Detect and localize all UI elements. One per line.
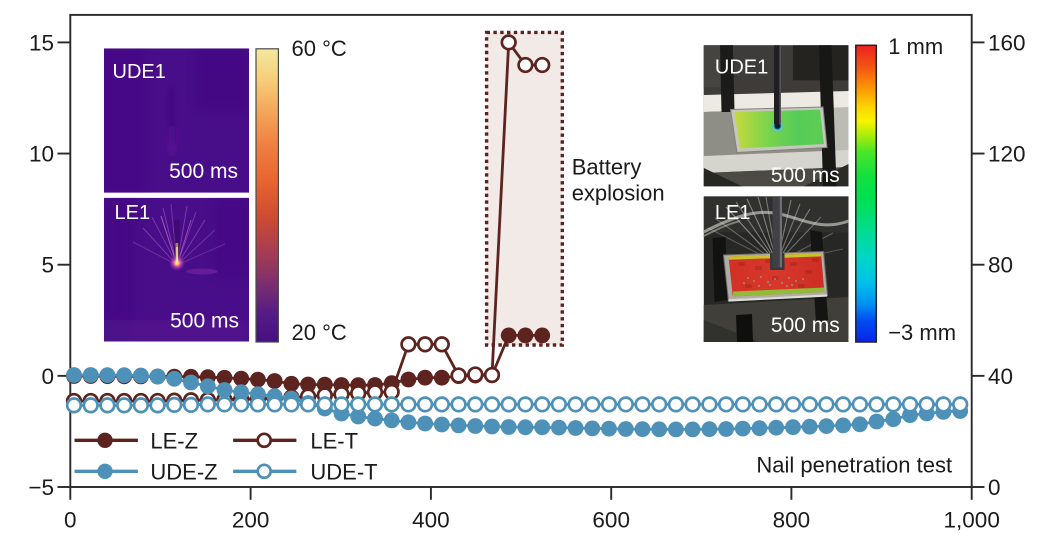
- svg-text:1,000: 1,000: [944, 508, 1000, 533]
- svg-text:UDE-Z: UDE-Z: [150, 459, 217, 484]
- svg-text:LE1: LE1: [115, 202, 151, 224]
- svg-text:400: 400: [412, 508, 450, 533]
- svg-text:500 ms: 500 ms: [771, 314, 840, 337]
- svg-text:10: 10: [29, 141, 54, 166]
- svg-text:500 ms: 500 ms: [169, 160, 238, 183]
- svg-text:Nail penetration test: Nail penetration test: [756, 453, 952, 478]
- svg-text:120: 120: [988, 141, 1026, 166]
- svg-text:20 °C: 20 °C: [292, 320, 347, 345]
- svg-text:500 ms: 500 ms: [771, 164, 840, 187]
- svg-text:UDE1: UDE1: [715, 57, 768, 79]
- svg-text:80: 80: [988, 253, 1013, 278]
- svg-text:0: 0: [988, 475, 1001, 500]
- svg-text:Battery: Battery: [572, 154, 642, 179]
- svg-text:40: 40: [988, 364, 1013, 389]
- svg-text:160: 160: [988, 30, 1026, 55]
- svg-text:60 °C: 60 °C: [292, 36, 347, 61]
- svg-text:1 mm: 1 mm: [888, 34, 943, 59]
- svg-text:15: 15: [29, 30, 54, 55]
- svg-text:800: 800: [773, 508, 811, 533]
- svg-text:LE-T: LE-T: [310, 428, 358, 453]
- svg-text:600: 600: [592, 508, 630, 533]
- svg-text:LE1: LE1: [715, 202, 751, 224]
- svg-text:200: 200: [232, 508, 270, 533]
- svg-text:−5: −5: [28, 475, 54, 500]
- svg-text:0: 0: [41, 364, 54, 389]
- svg-text:LE-Z: LE-Z: [150, 428, 198, 453]
- svg-text:UDE1: UDE1: [113, 61, 166, 83]
- svg-text:0: 0: [64, 508, 77, 533]
- svg-text:explosion: explosion: [572, 180, 665, 205]
- svg-text:−3 mm: −3 mm: [888, 320, 956, 345]
- svg-text:UDE-T: UDE-T: [310, 459, 377, 484]
- svg-text:5: 5: [41, 253, 54, 278]
- svg-text:500 ms: 500 ms: [170, 309, 239, 332]
